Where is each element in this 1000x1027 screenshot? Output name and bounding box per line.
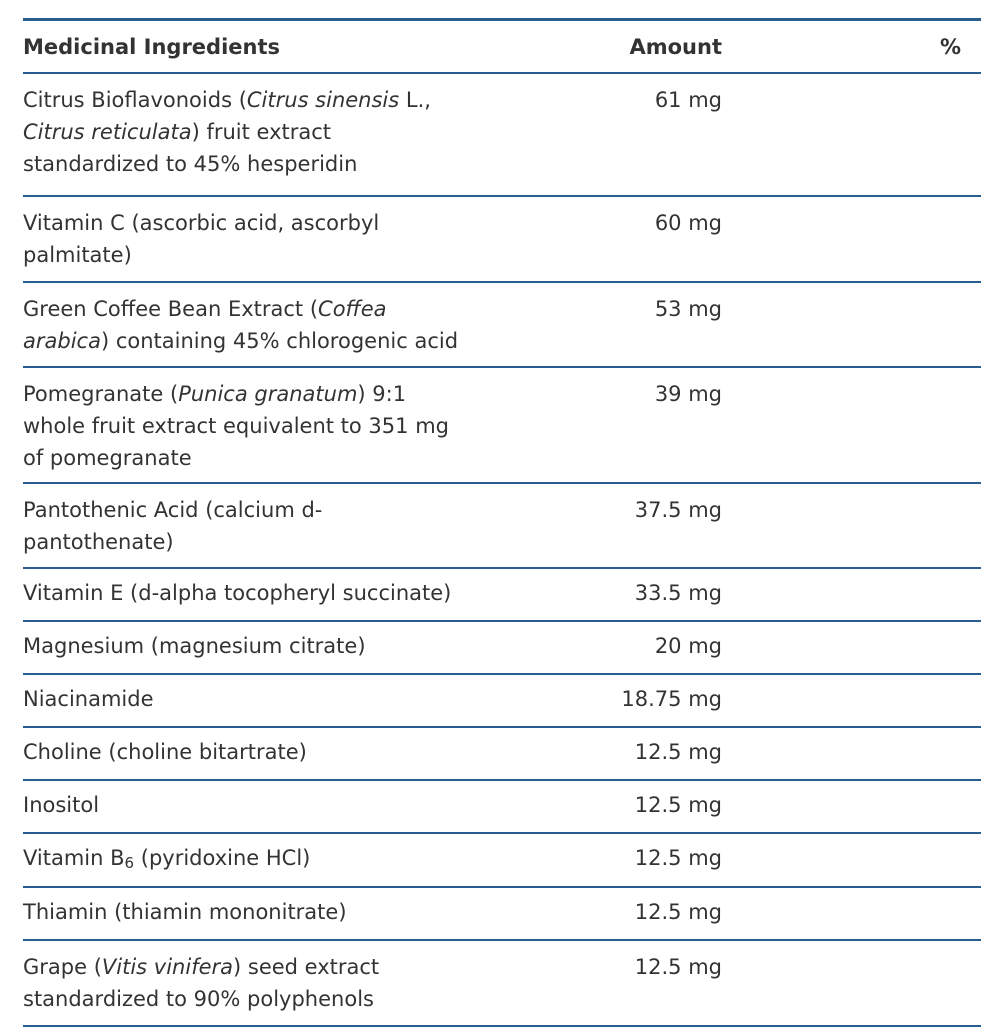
table-row: Pomegranate (Punica granatum) 9:1 whole f… (23, 368, 981, 484)
ingredient-amount: 12.5 mg (634, 955, 722, 979)
table-row: Vitamin C (ascorbic acid, ascorbyl palmit… (23, 197, 981, 283)
ingredient-name: Citrus Bioflavonoids (Citrus sinensis L.… (23, 88, 431, 176)
ingredient-name: Choline (choline bitartrate) (23, 740, 307, 764)
table-row: Grape (Vitis vinifera) seed extract stand… (23, 941, 981, 1027)
ingredient-amount: 61 mg (654, 88, 722, 112)
ingredient-name: Vitamin B6 (pyridoxine HCl) (23, 846, 311, 872)
ingredient-name: Pomegranate (Punica granatum) 9:1 whole f… (23, 382, 449, 470)
ingredient-name: Thiamin (thiamin mononitrate) (23, 900, 347, 924)
table-row: Inositol 12.5 mg (23, 781, 981, 834)
header-ingredients: Medicinal Ingredients (23, 34, 281, 59)
table-row: Magnesium (magnesium citrate) 20 mg (23, 622, 981, 675)
ingredient-amount: 12.5 mg (634, 900, 722, 924)
ingredient-name: Grape (Vitis vinifera) seed extract stand… (23, 955, 380, 1011)
ingredient-amount: 12.5 mg (634, 793, 722, 817)
ingredient-amount: 20 mg (654, 634, 722, 658)
header-amount: Amount (629, 34, 722, 59)
table-row: Citrus Bioflavonoids (Citrus sinensis L.… (23, 74, 981, 197)
ingredient-name: Magnesium (magnesium citrate) (23, 634, 366, 658)
ingredient-name: Niacinamide (23, 687, 154, 711)
table-row: Niacinamide 18.75 mg (23, 675, 981, 728)
table-row: Vitamin B6 (pyridoxine HCl) 12.5 mg (23, 834, 981, 888)
table-row: Choline (choline bitartrate) 12.5 mg (23, 728, 981, 781)
ingredient-amount: 39 mg (654, 382, 722, 406)
ingredients-table: Medicinal Ingredients Amount % Citrus Bi… (23, 18, 981, 1027)
ingredient-amount: 37.5 mg (634, 498, 722, 522)
header-percent: % (939, 34, 961, 59)
ingredient-amount: 12.5 mg (634, 846, 722, 870)
ingredient-name: Inositol (23, 793, 100, 817)
table-row: Thiamin (thiamin mononitrate) 12.5 mg (23, 888, 981, 941)
ingredient-name: Pantothenic Acid (calcium d-pantothenate… (23, 498, 323, 554)
ingredient-amount: 18.75 mg (621, 687, 722, 711)
ingredient-name: Vitamin E (d-alpha tocopheryl succinate) (23, 581, 452, 605)
table-row: Green Coffee Bean Extract (Coffea arabica… (23, 283, 981, 368)
ingredient-amount: 60 mg (654, 211, 722, 235)
ingredient-name: Green Coffee Bean Extract (Coffea arabica… (23, 297, 459, 353)
ingredient-amount: 33.5 mg (634, 581, 722, 605)
table-row: Vitamin E (d-alpha tocopheryl succinate)… (23, 569, 981, 622)
ingredient-amount: 12.5 mg (634, 740, 722, 764)
table-row: Pantothenic Acid (calcium d-pantothenate… (23, 484, 981, 569)
ingredient-name: Vitamin C (ascorbic acid, ascorbyl palmit… (23, 211, 380, 267)
table-header-row: Medicinal Ingredients Amount % (23, 21, 981, 74)
ingredient-amount: 53 mg (654, 297, 722, 321)
